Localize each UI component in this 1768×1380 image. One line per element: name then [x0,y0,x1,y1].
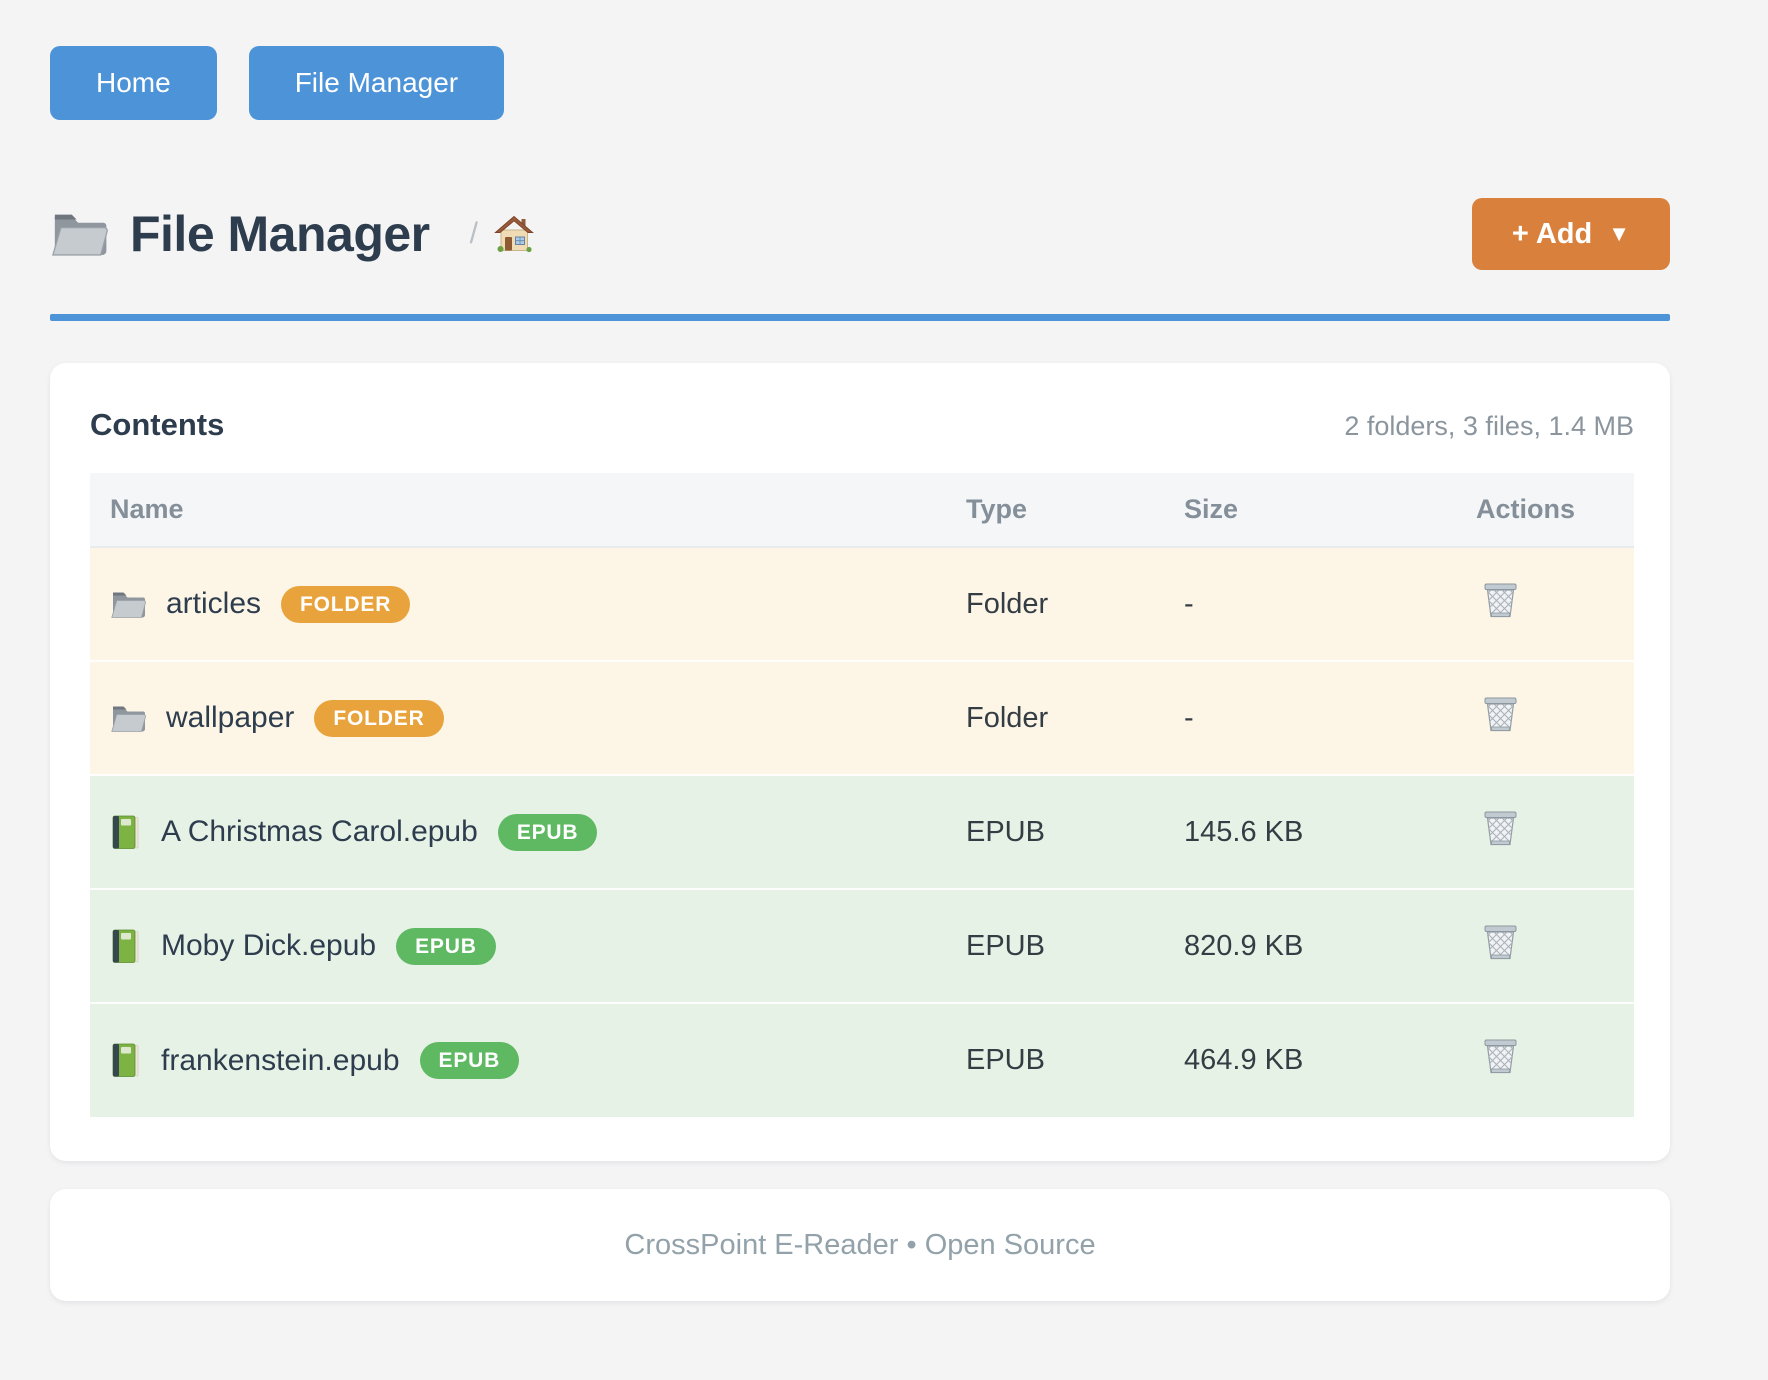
delete-button[interactable] [1482,808,1519,852]
trash-icon [1482,1036,1519,1077]
file-badge: EPUB [396,927,496,965]
delete-button[interactable] [1482,922,1519,966]
file-type: EPUB [966,775,1184,889]
file-badge: FOLDER [281,585,411,623]
column-header-type: Type [966,473,1184,547]
contents-table-body: articles FOLDER Folder - [90,547,1634,1117]
file-size: - [1184,547,1476,661]
file-size: 145.6 KB [1184,775,1476,889]
chevron-down-icon: ▼ [1608,221,1630,246]
nav-home-button[interactable]: Home [50,46,217,120]
trash-icon [1482,580,1519,621]
file-name[interactable]: articles [166,587,262,620]
page-header: File Manager / + Add ▼ [50,198,1670,270]
table-row: articles FOLDER Folder - [90,547,1634,661]
folder-icon [110,589,146,620]
breadcrumb-separator: / [469,217,478,250]
trash-icon [1482,694,1519,735]
home-icon[interactable] [494,215,534,253]
book-icon [110,814,141,851]
trash-icon [1482,808,1519,849]
contents-title: Contents [90,407,225,442]
header-divider [50,314,1670,321]
trash-icon [1482,922,1519,963]
file-badge: EPUB [497,813,598,851]
add-button[interactable]: + Add ▼ [1471,198,1670,270]
contents-summary: 2 folders, 3 files, 1.4 MB [1344,411,1634,441]
file-table: Name Type Size Actions articles FOLDER [90,473,1634,1117]
file-type: EPUB [966,1003,1184,1117]
delete-button[interactable] [1482,580,1519,624]
top-navigation: Home File Manager [50,0,1670,120]
file-name[interactable]: Moby Dick.epub [161,929,377,962]
folder-icon [50,209,108,259]
file-badge: EPUB [419,1042,520,1079]
delete-button[interactable] [1482,1036,1519,1080]
table-header-row: Name Type Size Actions [90,473,1634,547]
file-type: EPUB [966,889,1184,1003]
table-row: frankenstein.epub EPUB EPUB 464.9 KB [90,1003,1634,1117]
table-row: wallpaper FOLDER Folder - [90,661,1634,775]
table-row: Moby Dick.epub EPUB EPUB 820.9 KB [90,889,1634,1003]
book-icon [110,1042,141,1079]
column-header-actions: Actions [1476,473,1634,547]
column-header-name: Name [90,473,966,547]
file-name[interactable]: frankenstein.epub [161,1043,400,1077]
file-type: Folder [966,661,1184,775]
add-button-label: + Add [1511,217,1593,250]
delete-button[interactable] [1482,694,1519,738]
column-header-size: Size [1184,473,1476,547]
title-group: File Manager / [50,205,534,263]
file-size: - [1184,661,1476,775]
file-type: Folder [966,547,1184,661]
file-name[interactable]: A Christmas Carol.epub [161,815,478,848]
table-row: A Christmas Carol.epub EPUB EPUB 145.6 K… [90,775,1634,889]
page-title: File Manager [130,206,430,262]
folder-icon [110,703,146,734]
file-name[interactable]: wallpaper [166,701,295,734]
file-size: 464.9 KB [1184,1003,1476,1117]
file-badge: FOLDER [314,699,444,737]
footer: CrossPoint E-Reader • Open Source [50,1189,1670,1301]
file-size: 820.9 KB [1184,889,1476,1003]
book-icon [110,928,141,965]
contents-card: Contents 2 folders, 3 files, 1.4 MB Name… [50,363,1670,1161]
contents-card-header: Contents 2 folders, 3 files, 1.4 MB [90,407,1634,443]
footer-text: CrossPoint E-Reader • Open Source [624,1228,1096,1261]
nav-file-manager-button[interactable]: File Manager [248,46,505,120]
